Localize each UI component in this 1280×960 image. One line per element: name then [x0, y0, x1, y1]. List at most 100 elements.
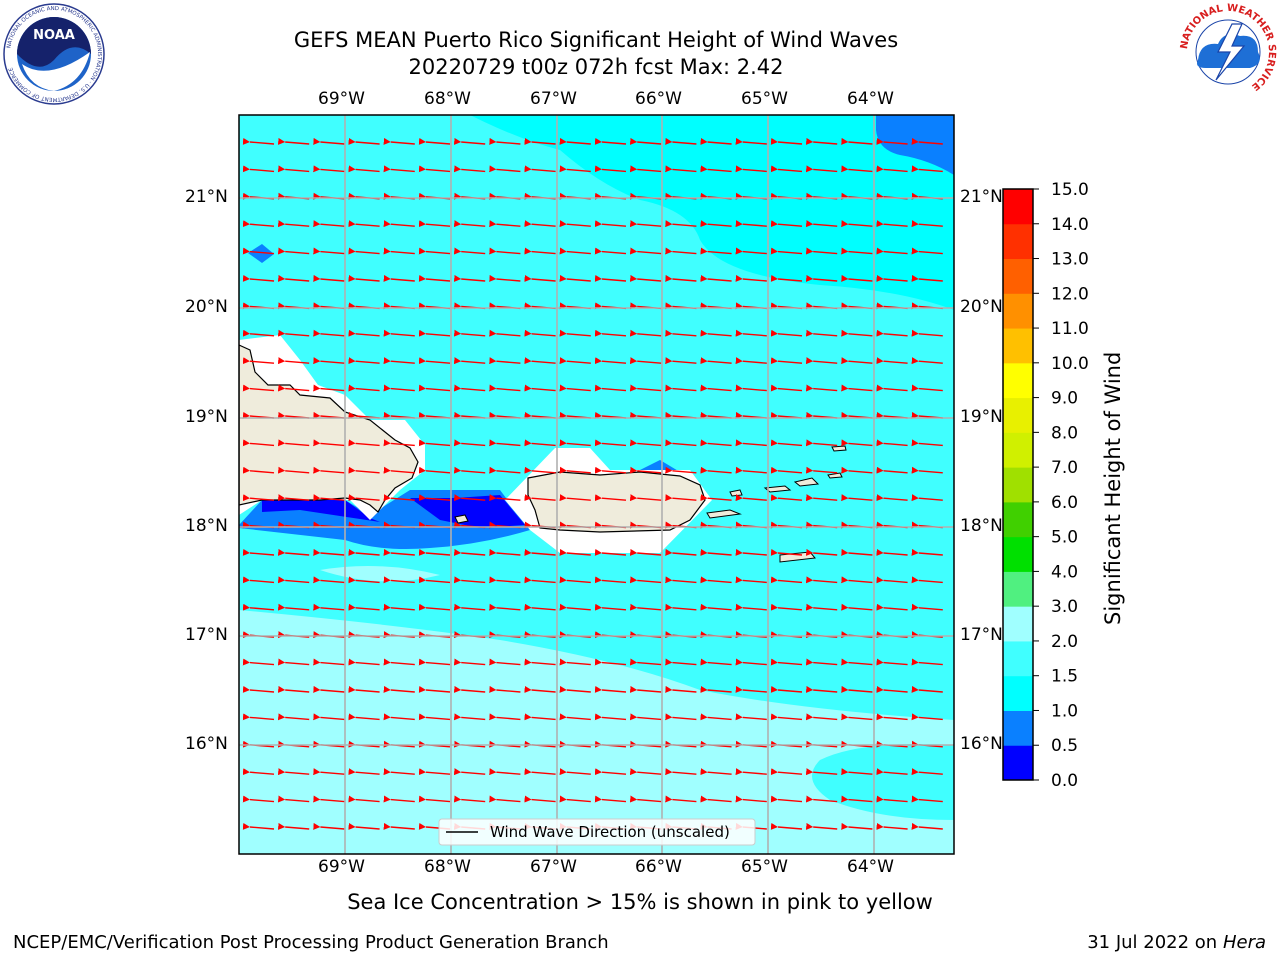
wave-direction-arrow: [735, 165, 767, 173]
colorbar-tick-label: 3.0: [1051, 597, 1078, 617]
wave-direction-arrow: [277, 795, 310, 803]
lon-label: 65°W: [741, 89, 788, 109]
wave-direction-arrow: [841, 165, 873, 173]
wave-direction-arrow: [348, 576, 380, 584]
land-anegada: [827, 472, 843, 479]
colorbar-segment: [1003, 189, 1033, 225]
lon-label: 66°W: [635, 89, 682, 109]
wave-direction-arrow: [735, 658, 767, 666]
wave-direction-arrow: [629, 795, 662, 803]
colorbar-label-line1: Significant Height of Wind: [1101, 352, 1125, 625]
wave-direction-arrow: [453, 137, 486, 145]
lon-label: 67°W: [530, 857, 577, 877]
wave-direction-arrow: [911, 137, 943, 145]
wave-direction-arrow: [841, 576, 873, 584]
wave-direction-arrow: [841, 494, 873, 502]
wave-direction-arrow: [383, 576, 415, 584]
wave-direction-arrow: [559, 685, 591, 693]
wave-direction-arrow: [770, 466, 803, 474]
wave-direction-arrow: [665, 603, 697, 611]
wave-direction-arrow: [348, 768, 380, 776]
wave-direction-arrow: [453, 658, 486, 666]
wave-direction-arrow: [665, 795, 697, 803]
wave-direction-arrow: [383, 795, 415, 803]
wave-direction-arrow: [277, 713, 310, 721]
wave-direction-arrow: [453, 548, 486, 556]
wave-direction-arrow: [489, 274, 521, 282]
wave-direction-arrow: [594, 795, 627, 803]
wave-direction-arrow: [242, 137, 275, 145]
wave-direction-arrow: [629, 548, 662, 556]
wave-direction-arrow: [418, 685, 451, 693]
colorbar-segment: [1003, 432, 1033, 468]
wave-direction-arrow: [418, 466, 451, 474]
wave-direction-arrow: [805, 713, 838, 721]
lat-label: 20°N: [960, 297, 1003, 317]
wave-direction-arrow: [277, 466, 310, 474]
wave-direction-arrow: [735, 576, 767, 584]
wave-direction-arrow: [700, 658, 732, 666]
colorbar: 0.0 0.5 1.0 1.5 2.0 3.0 4.0 5.0 6.0 7.0 8.0 9.0 10.0…: [1002, 180, 1089, 791]
wave-direction-arrow: [524, 357, 556, 365]
wave-direction-arrow: [700, 466, 732, 474]
wave-direction-arrow: [383, 603, 415, 611]
wave-direction-arrow: [594, 494, 627, 502]
wave-direction-arrow: [524, 548, 556, 556]
wave-direction-arrow: [383, 384, 415, 392]
wave-direction-arrow: [559, 357, 591, 365]
wave-direction-arrow: [559, 576, 591, 584]
wave-direction-arrow: [277, 603, 310, 611]
wave-direction-arrow: [348, 165, 380, 173]
graticule: [239, 115, 954, 854]
wave-direction-arrow: [242, 384, 275, 392]
wave-direction-arrow: [524, 576, 556, 584]
wave-direction-arrow: [629, 713, 662, 721]
wave-direction-arrow: [629, 658, 662, 666]
colorbar-segment: [1003, 675, 1033, 711]
wave-direction-arrow: [911, 685, 943, 693]
wave-direction-arrow: [524, 713, 556, 721]
wave-direction-arrow: [383, 494, 415, 502]
wave-direction-arrow: [735, 713, 767, 721]
lon-label: 64°W: [847, 89, 894, 109]
footer-date-text: 31 Jul 2022 on: [1087, 932, 1223, 953]
wave-direction-arrow: [735, 384, 767, 392]
wave-direction-arrow: [383, 658, 415, 666]
wave-direction-arrow: [313, 439, 345, 447]
wave-direction-arrow: [594, 165, 627, 173]
colorbar-tick-label: 4.0: [1051, 562, 1078, 582]
wave-direction-arrow: [594, 713, 627, 721]
wave-direction-arrow: [313, 165, 345, 173]
wave-direction-arrow: [242, 466, 275, 474]
wave-direction-arrow: [559, 165, 591, 173]
wave-direction-arrow: [383, 274, 415, 282]
wave-direction-arrow: [911, 494, 943, 502]
wave-direction-arrow: [348, 466, 380, 474]
wave-direction-arrow: [453, 713, 486, 721]
wave-direction-arrow: [735, 795, 767, 803]
lat-label: 17°N: [960, 625, 1003, 645]
wave-direction-arrow: [665, 713, 697, 721]
wave-direction-arrow: [489, 329, 521, 337]
wave-direction-arrow: [313, 494, 345, 502]
wave-direction-arrow: [665, 247, 697, 255]
wave-direction-arrow: [453, 384, 486, 392]
wave-direction-arrow: [489, 603, 521, 611]
wave-direction-arrow: [383, 220, 415, 228]
wave-direction-arrow: [524, 658, 556, 666]
wave-direction-arrow: [911, 384, 943, 392]
wave-direction-arrow: [313, 466, 345, 474]
wave-direction-arrow: [242, 247, 275, 255]
wave-direction-arrow: [242, 795, 275, 803]
colorbar-tick-label: 8.0: [1051, 423, 1078, 443]
lon-label: 66°W: [635, 857, 682, 877]
colorbar-tick-label: 5.0: [1051, 528, 1078, 548]
wave-direction-arrow: [735, 357, 767, 365]
wave-direction-arrow: [770, 768, 803, 776]
wave-direction-arrow: [665, 220, 697, 228]
wave-direction-arrow: [348, 137, 380, 145]
wave-direction-arrow: [841, 384, 873, 392]
wave-direction-arrow: [489, 795, 521, 803]
wave-direction-arrow: [277, 494, 310, 502]
colorbar-segment: [1003, 397, 1033, 433]
